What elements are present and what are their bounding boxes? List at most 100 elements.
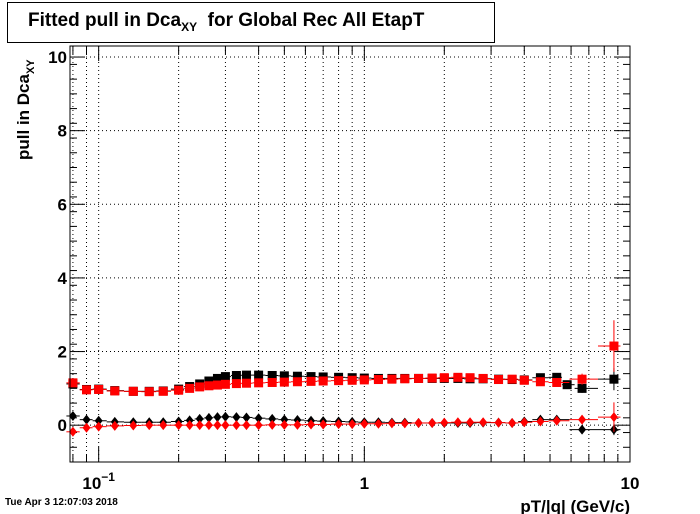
data-point-square (212, 380, 222, 390)
data-point-square (128, 386, 138, 396)
data-point-diamond (221, 411, 230, 422)
data-point-square (577, 374, 587, 384)
y-tick-label: 4 (58, 269, 68, 288)
data-point-diamond (280, 414, 289, 425)
data-point-diamond (400, 418, 409, 429)
x-tick-labels: 10−1 1 10 (82, 470, 639, 493)
data-point-diamond (609, 412, 618, 423)
data-point-square (279, 371, 289, 381)
data-point-diamond (204, 412, 213, 423)
data-point-square (465, 373, 475, 383)
data-point-diamond (242, 420, 251, 431)
data-point-diamond (334, 419, 343, 430)
chart-title: Fitted pull in DcaXY for Global Rec All … (28, 10, 425, 34)
data-point-diamond (213, 420, 222, 431)
data-point-diamond (94, 421, 103, 432)
x-axis-label: pT/|q| (GeV/c) (520, 497, 630, 514)
grid-lines (70, 46, 630, 462)
data-point-square (204, 381, 214, 391)
data-point-diamond (387, 418, 396, 429)
data-point-diamond (254, 413, 263, 424)
y-axis-label: pull in DcaXY (14, 59, 37, 160)
data-point-diamond (552, 415, 561, 426)
data-point-square (359, 375, 369, 385)
data-point-diamond (68, 426, 77, 437)
data-point-square (306, 372, 316, 382)
data-point-diamond (185, 420, 194, 431)
data-points (66, 320, 621, 437)
data-point-square (552, 372, 562, 382)
data-point-diamond (159, 420, 168, 431)
data-point-diamond (268, 413, 277, 424)
chart-title-box: Fitted pull in DcaXY for Global Rec All … (7, 2, 495, 43)
x-tick-label: 1 (360, 474, 369, 493)
data-point-square (174, 385, 184, 395)
y-tick-label: 2 (58, 343, 67, 362)
data-point-diamond (307, 419, 316, 430)
data-point-square (144, 387, 154, 397)
data-point-square (82, 385, 92, 395)
data-point-diamond (414, 417, 423, 428)
data-point-square (453, 372, 463, 382)
data-point-diamond (268, 419, 277, 430)
data-point-square (212, 373, 222, 383)
data-point-diamond (319, 419, 328, 430)
x-tick-label: 10 (621, 474, 640, 493)
data-point-diamond (479, 417, 488, 428)
data-point-diamond (254, 420, 263, 431)
data-point-diamond (440, 417, 449, 428)
data-point-square (478, 373, 488, 383)
data-point-square (414, 373, 424, 383)
data-point-diamond (195, 420, 204, 431)
data-point-diamond (374, 418, 383, 429)
data-point-square (185, 383, 195, 393)
data-point-diamond (232, 420, 241, 431)
data-point-diamond (466, 417, 475, 428)
y-tick-labels: 0 2 4 6 8 10 (48, 48, 67, 435)
data-point-diamond (129, 420, 138, 431)
data-point-diamond (82, 422, 91, 433)
data-point-square (494, 375, 504, 385)
data-point-diamond (82, 414, 91, 425)
data-point-square (220, 379, 230, 389)
data-point-square (241, 378, 251, 388)
data-point-square (231, 370, 241, 380)
data-point-square (577, 383, 587, 393)
data-point-diamond (68, 410, 77, 421)
data-point-square (519, 375, 529, 385)
data-point-square (439, 373, 449, 383)
data-point-square (204, 376, 214, 386)
minor-ticks (70, 46, 631, 463)
data-point-square (279, 377, 289, 387)
y-tick-label: 8 (58, 122, 67, 141)
data-point-square (306, 376, 316, 386)
data-point-diamond (578, 414, 587, 425)
data-point-square (267, 377, 277, 387)
y-tick-label: 0 (58, 416, 67, 435)
data-point-diamond (213, 412, 222, 423)
data-point-square (427, 373, 437, 383)
data-point-diamond (360, 418, 369, 429)
data-point-square (231, 379, 241, 389)
data-point-diamond (348, 419, 357, 430)
data-point-diamond (578, 424, 587, 435)
data-point-diamond (280, 419, 289, 430)
data-point-diamond (145, 420, 154, 431)
data-point-square (254, 378, 264, 388)
data-point-square (562, 380, 572, 390)
data-point-square (373, 375, 383, 385)
data-point-square (318, 376, 328, 386)
data-point-square (387, 374, 397, 384)
data-point-diamond (520, 417, 529, 428)
data-point-diamond (204, 420, 213, 431)
data-point-diamond (232, 412, 241, 423)
data-point-square (267, 370, 277, 380)
data-point-diamond (293, 419, 302, 430)
data-point-square (507, 374, 517, 384)
data-point-square (94, 384, 104, 394)
data-point-square (400, 374, 410, 384)
data-point-square (292, 371, 302, 381)
data-point-diamond (242, 412, 251, 423)
y-tick-label: 10 (48, 48, 67, 67)
data-point-diamond (94, 415, 103, 426)
